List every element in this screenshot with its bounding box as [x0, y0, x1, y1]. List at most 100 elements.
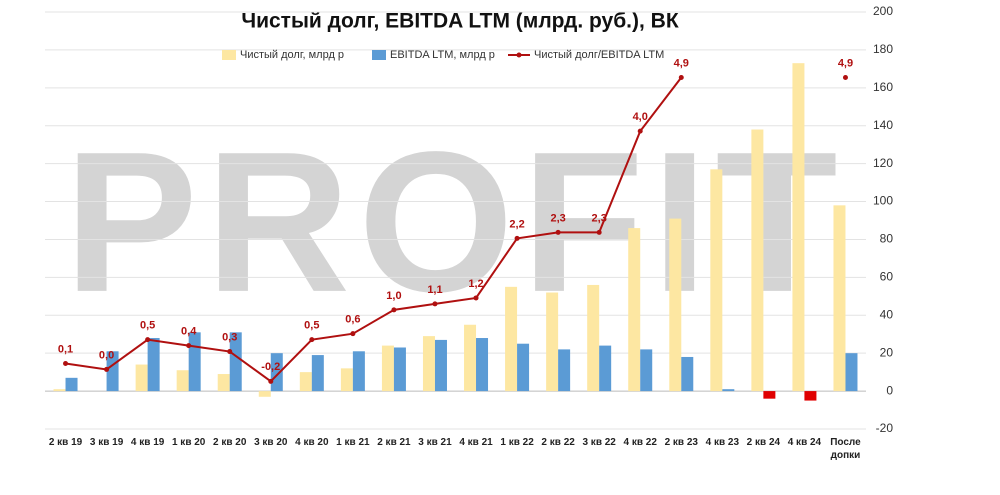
bar [722, 389, 735, 392]
bar [517, 343, 530, 392]
bar [599, 345, 612, 392]
data-label: 1,1 [427, 284, 442, 296]
y-tick-label: -20 [876, 421, 894, 435]
y-tick-label: 200 [873, 4, 893, 18]
data-label: 0,5 [304, 320, 319, 332]
point [473, 295, 479, 301]
legend-swatch [372, 50, 386, 60]
y-tick-label: 0 [886, 383, 893, 397]
point [514, 235, 520, 241]
bar [393, 347, 406, 392]
x-tick-label: 4 кв 22 [623, 437, 657, 448]
data-label: 0,5 [140, 320, 155, 332]
data-label: 1,0 [386, 290, 401, 302]
x-tick-label: 3 кв 21 [418, 437, 452, 448]
bar [53, 389, 66, 392]
point [227, 349, 233, 355]
bar [476, 338, 489, 392]
point [391, 307, 397, 313]
chart-title: Чистый долг, EBITDA LTM (млрд. руб.), ВК [241, 10, 679, 33]
bar [106, 351, 119, 392]
x-tick-label: 1 кв 20 [171, 437, 206, 448]
bar [229, 332, 242, 392]
legend-swatch [222, 50, 236, 60]
y-tick-label: 120 [873, 156, 893, 170]
point [309, 337, 315, 343]
x-tick-label: 1 кв 21 [336, 437, 370, 448]
bar [464, 324, 477, 392]
point [104, 366, 110, 372]
point [268, 378, 274, 384]
bar [340, 368, 353, 392]
bar [546, 292, 559, 392]
bar [628, 228, 641, 392]
y-tick-label: 100 [873, 194, 893, 208]
x-tick-label: 4 кв 19 [130, 437, 165, 448]
bar [845, 353, 858, 392]
legend-label: Чистый долг/EBITDA LTM [534, 49, 664, 61]
bar [135, 364, 148, 392]
y-tick-label: 160 [873, 80, 893, 94]
bar [217, 374, 230, 392]
point [63, 360, 69, 366]
data-label: 0,3 [222, 331, 237, 343]
legend-marker [516, 52, 522, 58]
point [596, 229, 602, 235]
data-label: -0,2 [261, 361, 280, 373]
bar [258, 391, 271, 397]
data-label: 0,6 [345, 314, 360, 326]
x-tick-label: 1 кв 22 [500, 437, 534, 448]
x-tick-label: После допки [830, 437, 861, 461]
point [186, 343, 192, 349]
data-label: 0,1 [58, 343, 73, 355]
data-label: 0,4 [181, 326, 197, 338]
line-series [65, 76, 683, 383]
point [637, 128, 643, 134]
bar [751, 129, 764, 392]
point [678, 75, 684, 81]
x-tick-label: 3 кв 22 [582, 437, 616, 448]
bar [763, 391, 776, 399]
data-label: 1,2 [468, 278, 483, 290]
data-label: 2,3 [550, 212, 565, 224]
bar [587, 284, 600, 392]
x-tick-label: 4 кв 21 [459, 437, 493, 448]
x-tick-label: 2 кв 24 [746, 437, 781, 448]
bar [505, 286, 518, 392]
data-label: 2,2 [509, 218, 524, 230]
bar [270, 353, 283, 392]
bar [558, 349, 571, 392]
bar [434, 339, 447, 392]
data-label: 4,9 [674, 57, 689, 69]
y-tick-label: 180 [873, 42, 893, 56]
x-tick-label: 3 кв 19 [89, 437, 124, 448]
x-tick-label: 2 кв 21 [377, 437, 411, 448]
legend-label: Чистый долг, млрд р [240, 49, 344, 61]
bar [381, 345, 394, 392]
data-label: 0,0 [99, 349, 114, 361]
bar [311, 355, 324, 392]
x-tick-label: 3 кв 20 [254, 437, 288, 448]
y-tick-label: 40 [880, 307, 894, 321]
data-label: 2,3 [592, 212, 607, 224]
data-label: 4,9 [838, 57, 853, 69]
bar [833, 205, 846, 392]
y-tick-label: 20 [880, 345, 894, 359]
point [350, 331, 356, 337]
bar [352, 351, 365, 392]
bar [640, 349, 653, 392]
bar [804, 391, 817, 401]
y-tick-label: 140 [873, 118, 893, 132]
y-tick-label: 80 [880, 232, 894, 246]
watermark: PROFIT [64, 111, 845, 334]
x-tick-label: 2 кв 19 [48, 437, 83, 448]
data-label: 4,0 [633, 111, 648, 123]
bar [188, 332, 201, 392]
bar [65, 377, 78, 392]
point [432, 301, 438, 307]
bar [422, 336, 435, 392]
bar [669, 218, 682, 392]
bar [147, 338, 160, 392]
